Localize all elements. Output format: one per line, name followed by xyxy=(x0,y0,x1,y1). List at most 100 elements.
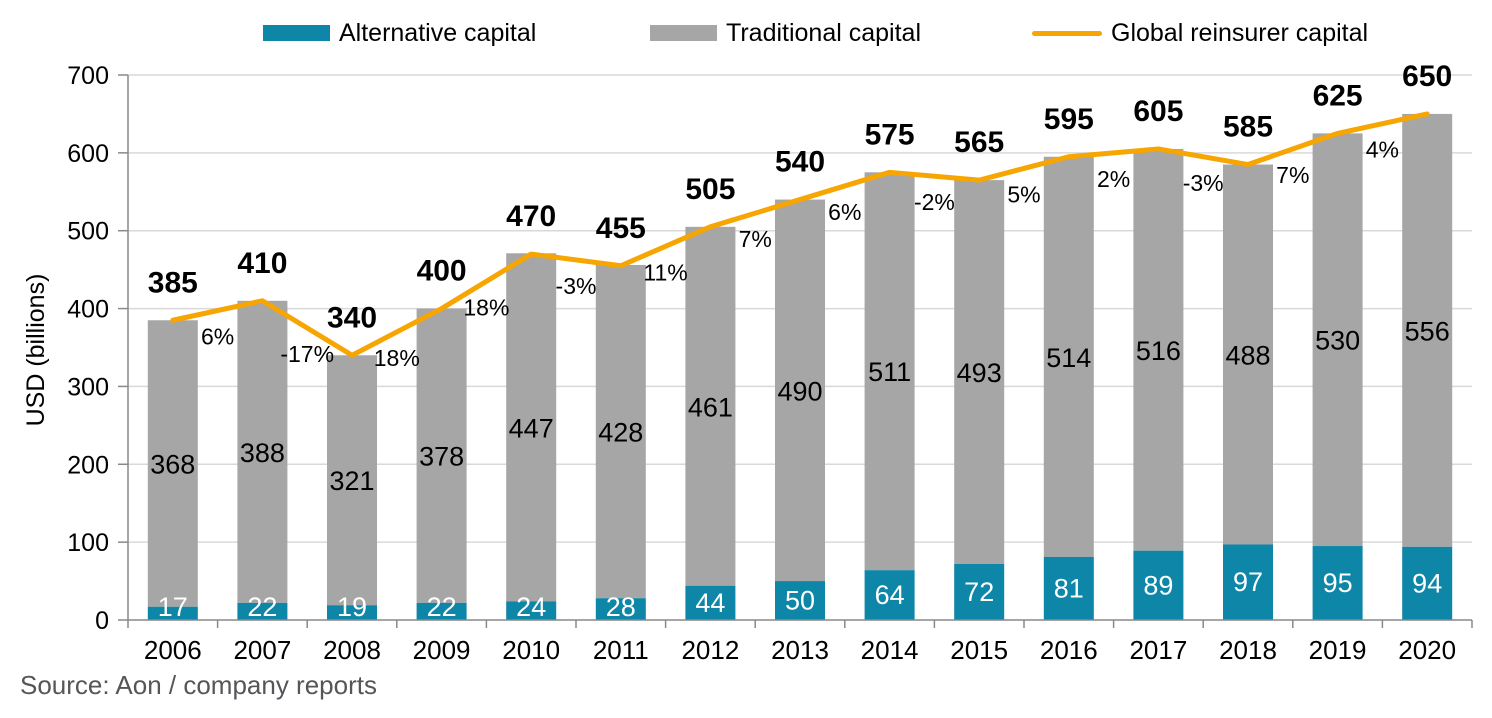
y-tick-label-300: 300 xyxy=(67,373,109,401)
bar-alternative-capital-2016 xyxy=(1043,556,1094,620)
bar-traditional-capital-2007 xyxy=(237,300,288,603)
x-axis-label-2016: 2016 xyxy=(1040,635,1098,665)
legend-label-global-reinsurer-capital: Global reinsurer capital xyxy=(1111,18,1369,47)
label-total-2013: 540 xyxy=(775,146,825,179)
bar-alternative-capital-2018 xyxy=(1223,544,1273,620)
label-alternative-2020: 94 xyxy=(1412,568,1442,598)
legend-label-alternative-capital: Alternative capital xyxy=(339,18,537,47)
bar-traditional-capital-2006 xyxy=(147,320,198,607)
bar-alternative-capital-2007 xyxy=(237,602,288,620)
legend-item-alternative-capital: Alternative capital xyxy=(263,18,536,48)
label-pct-change-2006-2007: 6% xyxy=(201,324,234,350)
label-total-2018: 585 xyxy=(1223,111,1273,144)
label-pct-change-2007-2008: -17% xyxy=(280,341,334,367)
label-traditional-2008: 321 xyxy=(329,466,374,496)
label-alternative-2015: 72 xyxy=(964,577,994,607)
label-alternative-2018: 97 xyxy=(1233,567,1263,597)
bar-traditional-capital-2013 xyxy=(775,199,825,582)
bar-traditional-capital-2014 xyxy=(864,172,915,571)
bar-alternative-capital-2019 xyxy=(1312,546,1363,620)
label-alternative-2006: 17 xyxy=(158,592,188,622)
label-total-2010: 470 xyxy=(506,200,556,233)
x-axis-label-2015: 2015 xyxy=(950,635,1008,665)
bar-traditional-capital-2015 xyxy=(954,180,1005,564)
label-alternative-2016: 81 xyxy=(1054,573,1084,603)
label-total-2007: 410 xyxy=(237,247,287,280)
legend-label-traditional-capital: Traditional capital xyxy=(726,18,922,47)
source-note: Source: Aon / company reports xyxy=(20,670,377,700)
x-axis-label-2019: 2019 xyxy=(1309,635,1367,665)
label-total-2009: 400 xyxy=(417,255,467,288)
label-alternative-2007: 22 xyxy=(247,592,277,622)
x-axis-label-2008: 2008 xyxy=(323,635,381,665)
bar-traditional-capital-2008 xyxy=(327,355,377,606)
bar-traditional-capital-2011 xyxy=(595,264,646,599)
x-axis-label-2020: 2020 xyxy=(1398,635,1456,665)
bar-alternative-capital-2011 xyxy=(595,598,646,620)
label-total-2017: 605 xyxy=(1133,95,1183,128)
bar-alternative-capital-2015 xyxy=(954,563,1005,620)
label-alternative-2012: 44 xyxy=(695,588,725,618)
bar-traditional-capital-2009 xyxy=(416,308,467,603)
y-tick-label-200: 200 xyxy=(67,451,109,479)
label-total-2008: 340 xyxy=(327,301,377,334)
bar-alternative-capital-2009 xyxy=(416,602,467,620)
x-axis-label-2011: 2011 xyxy=(593,635,649,665)
label-traditional-2018: 488 xyxy=(1225,341,1270,371)
bar-traditional-capital-2010 xyxy=(506,253,557,602)
x-axis-label-2010: 2010 xyxy=(502,635,560,665)
label-alternative-2017: 89 xyxy=(1143,570,1173,600)
global-reinsurer-capital-line-swatch xyxy=(1032,30,1102,36)
label-traditional-2019: 530 xyxy=(1315,326,1360,356)
bar-traditional-capital-2019 xyxy=(1312,133,1363,547)
bar-alternative-capital-2020 xyxy=(1402,546,1453,620)
label-traditional-2014: 511 xyxy=(868,357,911,387)
label-pct-change-2009-2010: 18% xyxy=(463,294,509,320)
y-axis-title: USD (billions) xyxy=(22,273,50,427)
label-pct-change-2015-2016: 5% xyxy=(1007,181,1040,207)
label-alternative-2010: 24 xyxy=(516,592,546,622)
x-axis-label-2017: 2017 xyxy=(1129,635,1187,665)
legend-item-traditional-capital: Traditional capital xyxy=(650,18,921,48)
label-total-2016: 595 xyxy=(1044,103,1094,136)
x-axis-label-2007: 2007 xyxy=(233,635,291,665)
label-traditional-2020: 556 xyxy=(1405,316,1450,346)
label-traditional-2010: 447 xyxy=(509,413,554,443)
label-pct-change-2013-2014: 6% xyxy=(828,199,861,225)
y-tick-label-500: 500 xyxy=(67,218,109,246)
y-tick-label-600: 600 xyxy=(67,140,109,168)
global-reinsurer-capital-line xyxy=(170,111,1430,358)
bar-alternative-capital-2012 xyxy=(685,585,736,620)
label-total-2011: 455 xyxy=(596,212,646,245)
label-traditional-2006: 368 xyxy=(150,450,195,480)
x-axis-label-2012: 2012 xyxy=(681,635,739,665)
y-tick-label-400: 400 xyxy=(67,296,109,324)
y-tick-label-100: 100 xyxy=(67,529,109,557)
label-traditional-2007: 388 xyxy=(240,438,285,468)
label-traditional-2009: 378 xyxy=(419,442,464,472)
label-pct-change-2019-2020: 4% xyxy=(1366,137,1399,163)
x-axis-label-2013: 2013 xyxy=(771,635,829,665)
label-total-2020: 650 xyxy=(1402,60,1452,93)
label-traditional-2012: 461 xyxy=(688,392,733,422)
label-traditional-2011: 428 xyxy=(598,418,643,448)
x-axis-label-2009: 2009 xyxy=(413,635,471,665)
label-traditional-2016: 514 xyxy=(1046,343,1091,373)
bar-traditional-capital-2012 xyxy=(685,226,736,586)
label-pct-change-2018-2019: 7% xyxy=(1276,162,1309,188)
label-pct-change-2010-2011: -3% xyxy=(556,273,597,299)
label-alternative-2014: 64 xyxy=(875,580,905,610)
label-pct-change-2011-2012: 11% xyxy=(643,259,687,285)
label-alternative-2011: 28 xyxy=(606,592,636,622)
y-tick-label-700: 700 xyxy=(67,62,109,90)
alternative-capital-swatch xyxy=(263,25,330,41)
bar-alternative-capital-2010 xyxy=(506,601,557,620)
label-total-2015: 565 xyxy=(954,126,1004,159)
label-alternative-2009: 22 xyxy=(427,592,457,622)
bar-alternative-capital-2006 xyxy=(147,606,198,620)
legend-item-global-reinsurer-capital: Global reinsurer capital xyxy=(1032,18,1368,48)
label-pct-change-2017-2018: -3% xyxy=(1183,170,1224,196)
y-tick-label-0: 0 xyxy=(95,607,109,635)
